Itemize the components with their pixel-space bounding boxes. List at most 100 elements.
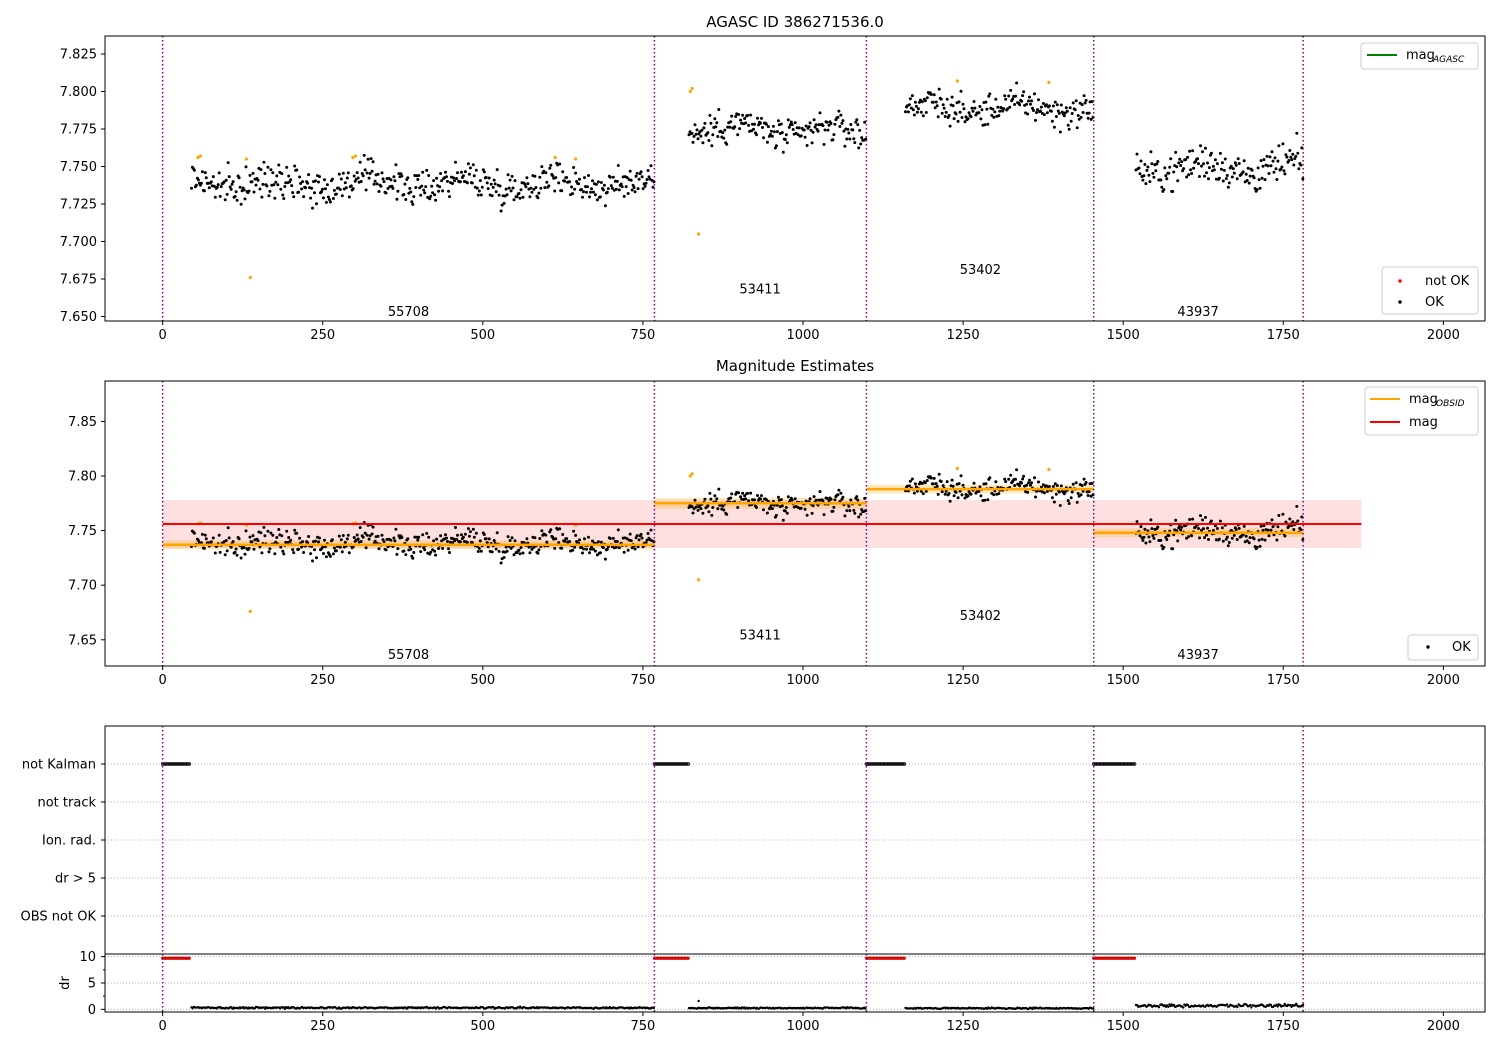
ok-point bbox=[812, 495, 816, 499]
ok-point bbox=[474, 168, 478, 172]
ok-point bbox=[586, 185, 589, 189]
ok-point bbox=[565, 176, 569, 179]
ok-point bbox=[1260, 537, 1264, 541]
ok-point bbox=[1283, 172, 1287, 176]
ok-point bbox=[518, 196, 522, 200]
ok-point bbox=[781, 150, 785, 154]
ok-point bbox=[753, 122, 756, 126]
y-tick-label: 7.70 bbox=[68, 579, 97, 594]
ok-point bbox=[734, 115, 738, 118]
ok-point bbox=[574, 533, 578, 537]
ok-point bbox=[369, 157, 373, 161]
ok-point bbox=[447, 547, 450, 551]
ok-point bbox=[772, 130, 776, 134]
ok-point bbox=[1042, 491, 1046, 495]
ok-point bbox=[505, 549, 509, 553]
ok-point bbox=[591, 179, 594, 183]
ok-point bbox=[525, 537, 529, 541]
ok-point bbox=[787, 125, 791, 129]
ok-point bbox=[328, 200, 332, 204]
ok-point bbox=[1037, 480, 1040, 484]
ok-point bbox=[419, 193, 423, 197]
ok-point bbox=[452, 176, 455, 180]
ok-point bbox=[225, 549, 229, 553]
x-tick-label: 2000 bbox=[1427, 673, 1460, 688]
ok-point bbox=[594, 182, 598, 186]
ok-point bbox=[1159, 538, 1163, 542]
ok-point bbox=[1252, 537, 1256, 541]
ok-point bbox=[1021, 94, 1025, 98]
ok-point bbox=[832, 133, 836, 137]
ok-point bbox=[759, 497, 762, 501]
ok-point bbox=[277, 163, 281, 167]
ok-point bbox=[1190, 172, 1194, 175]
ok-point bbox=[1197, 527, 1200, 530]
ok-point bbox=[1294, 154, 1298, 158]
ok-point bbox=[231, 180, 235, 184]
ok-point bbox=[263, 534, 267, 538]
ok-point bbox=[978, 485, 982, 489]
ok-point bbox=[229, 187, 233, 191]
ok-point bbox=[1196, 157, 1199, 161]
ok-point bbox=[448, 551, 451, 554]
ok-point bbox=[633, 190, 637, 194]
ok-point bbox=[344, 186, 348, 190]
ok-point bbox=[421, 533, 425, 537]
ok-point bbox=[907, 484, 911, 488]
ok-point bbox=[628, 532, 632, 536]
ok-point bbox=[1200, 164, 1203, 168]
ok-point bbox=[540, 529, 544, 533]
ok-point bbox=[701, 141, 705, 145]
ok-point bbox=[966, 494, 970, 498]
ok-point bbox=[1269, 164, 1273, 168]
ok-point bbox=[491, 185, 495, 189]
ok-point bbox=[242, 546, 246, 550]
ok-point bbox=[289, 538, 293, 542]
ok-point bbox=[1296, 151, 1300, 155]
ok-point bbox=[1218, 519, 1222, 523]
ok-point bbox=[920, 100, 924, 104]
ok-point bbox=[530, 190, 534, 194]
ok-point bbox=[347, 551, 351, 555]
ok-point bbox=[1083, 101, 1087, 105]
ok-point bbox=[859, 142, 863, 146]
ok-point bbox=[573, 187, 577, 191]
ok-point bbox=[545, 540, 549, 544]
legend-label: OK bbox=[1452, 640, 1471, 655]
ok-point bbox=[625, 176, 629, 180]
ok-point bbox=[544, 171, 548, 175]
ok-point bbox=[775, 130, 779, 134]
ok-point bbox=[543, 186, 547, 190]
ok-point bbox=[992, 493, 996, 497]
ok-point bbox=[942, 106, 946, 110]
ok-point bbox=[271, 171, 275, 175]
ok-point bbox=[693, 498, 697, 502]
ok-point bbox=[711, 133, 715, 137]
ok-point bbox=[629, 539, 633, 543]
ok-point bbox=[919, 110, 923, 114]
ok-point bbox=[203, 171, 207, 175]
ok-point bbox=[403, 182, 407, 186]
ok-point bbox=[382, 540, 386, 544]
ok-point bbox=[1237, 162, 1241, 165]
ok-point bbox=[1207, 177, 1210, 181]
ok-point bbox=[349, 184, 353, 188]
ok-point bbox=[1261, 528, 1265, 532]
ok-point bbox=[1236, 157, 1240, 161]
ok-point bbox=[351, 187, 355, 191]
ok-point bbox=[582, 190, 585, 194]
x-tick-label: 1250 bbox=[947, 1019, 980, 1034]
dr-point bbox=[1276, 1005, 1280, 1008]
ok-point bbox=[454, 526, 457, 529]
ok-point bbox=[768, 133, 772, 136]
ok-point bbox=[362, 153, 366, 157]
ok-point bbox=[538, 537, 542, 540]
ok-point bbox=[739, 118, 743, 122]
ok-point bbox=[275, 536, 279, 539]
y-tick-label: 10 bbox=[79, 950, 96, 965]
ok-point bbox=[282, 552, 286, 556]
ok-point bbox=[1291, 520, 1295, 524]
ok-point bbox=[582, 547, 585, 551]
ok-point bbox=[554, 176, 558, 180]
y-tick-label: 7.700 bbox=[60, 235, 97, 250]
